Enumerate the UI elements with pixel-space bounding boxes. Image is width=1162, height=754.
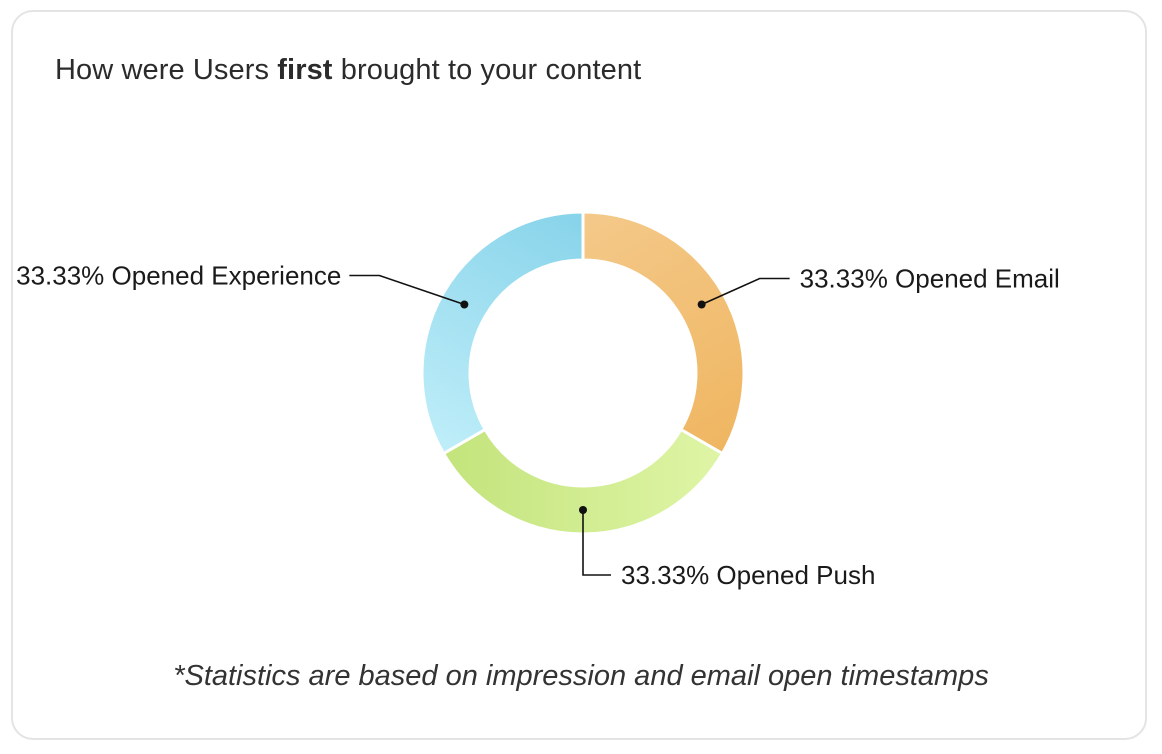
leader-line [701,277,790,306]
leader-line [349,274,465,306]
slice-opened-experience[interactable] [420,210,585,456]
leader-lines-layer [349,274,790,576]
chart-card: How were Users first brought to your con… [11,10,1147,740]
leader-dot [579,506,587,514]
footnote: *Statistics are based on impression and … [173,660,989,692]
title-prefix: How were Users [55,54,278,86]
donut-chart: 33.33% Opened Email 33.33% Opened Push 33.… [16,210,1060,591]
slice-opened-push[interactable] [441,427,725,536]
slice-opened-email[interactable] [581,210,746,456]
chart-title: How were Users first brought to your con… [55,54,641,87]
slice-label: 33.33% Opened Experience [16,261,341,291]
leader-line [582,510,611,576]
leader-dot [697,300,706,309]
slices-layer [420,210,746,536]
labels-layer: 33.33% Opened Email 33.33% Opened Push 33.… [16,261,1060,591]
leader-dot [460,300,469,309]
slice-label: 33.33% Opened Email [800,264,1060,294]
title-suffix: brought to your content [332,54,642,86]
title-emphasis: first [277,54,333,86]
slice-label: 33.33% Opened Push [621,560,875,590]
